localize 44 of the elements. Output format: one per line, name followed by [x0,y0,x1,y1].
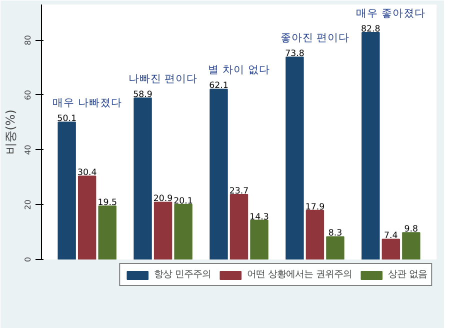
bar [250,220,268,260]
bar [174,204,192,260]
bar [98,206,116,260]
legend-label: 항상 민주주의 [154,268,212,281]
bar [362,32,380,260]
legend-label: 상관 없음 [388,268,427,281]
bar [78,176,96,260]
bar [306,210,324,260]
y-tick-label: 60 [24,90,32,100]
data-label: 50.1 [57,114,76,124]
data-label: 19.5 [98,198,117,208]
data-label: 14.3 [250,212,269,222]
y-tick-label: 40 [24,144,32,155]
bar [286,56,304,260]
bar [134,98,152,260]
data-label: 23.7 [229,186,249,197]
y-tick-label: 80 [24,35,32,46]
data-label: 73.8 [285,49,304,60]
y-tick-label: 20 [24,200,32,210]
y-tick-label: 0 [24,256,32,262]
x-tick-label: 좋아진 편이다 [280,31,350,44]
data-label: 8.3 [328,228,342,239]
x-tick-label: 별 차이 없다 [208,63,270,76]
data-label: 20.1 [174,196,193,206]
data-label: 7.4 [384,231,398,242]
bar [154,202,172,260]
data-label: 58.9 [133,90,152,100]
data-label: 17.9 [305,202,325,212]
bar [382,238,400,260]
data-label: 9.8 [404,224,418,235]
legend-label: 어떤 상황에서는 권위주의 [247,268,352,281]
data-label: 30.4 [77,168,98,178]
bar [210,88,228,260]
bar [230,194,248,260]
x-tick-label: 매우 좋아졌다 [356,6,426,20]
bar [326,236,344,260]
y-axis-title: 비중(%) [4,110,18,154]
bar [402,232,420,260]
data-label: 82.8 [361,24,380,34]
bar [58,122,76,260]
x-tick-label: 나빠진 편이다 [128,72,198,85]
data-label: 20.9 [153,194,173,204]
data-label: 62.1 [209,81,228,92]
x-tick-label: 매우 나빠졌다 [52,96,122,110]
